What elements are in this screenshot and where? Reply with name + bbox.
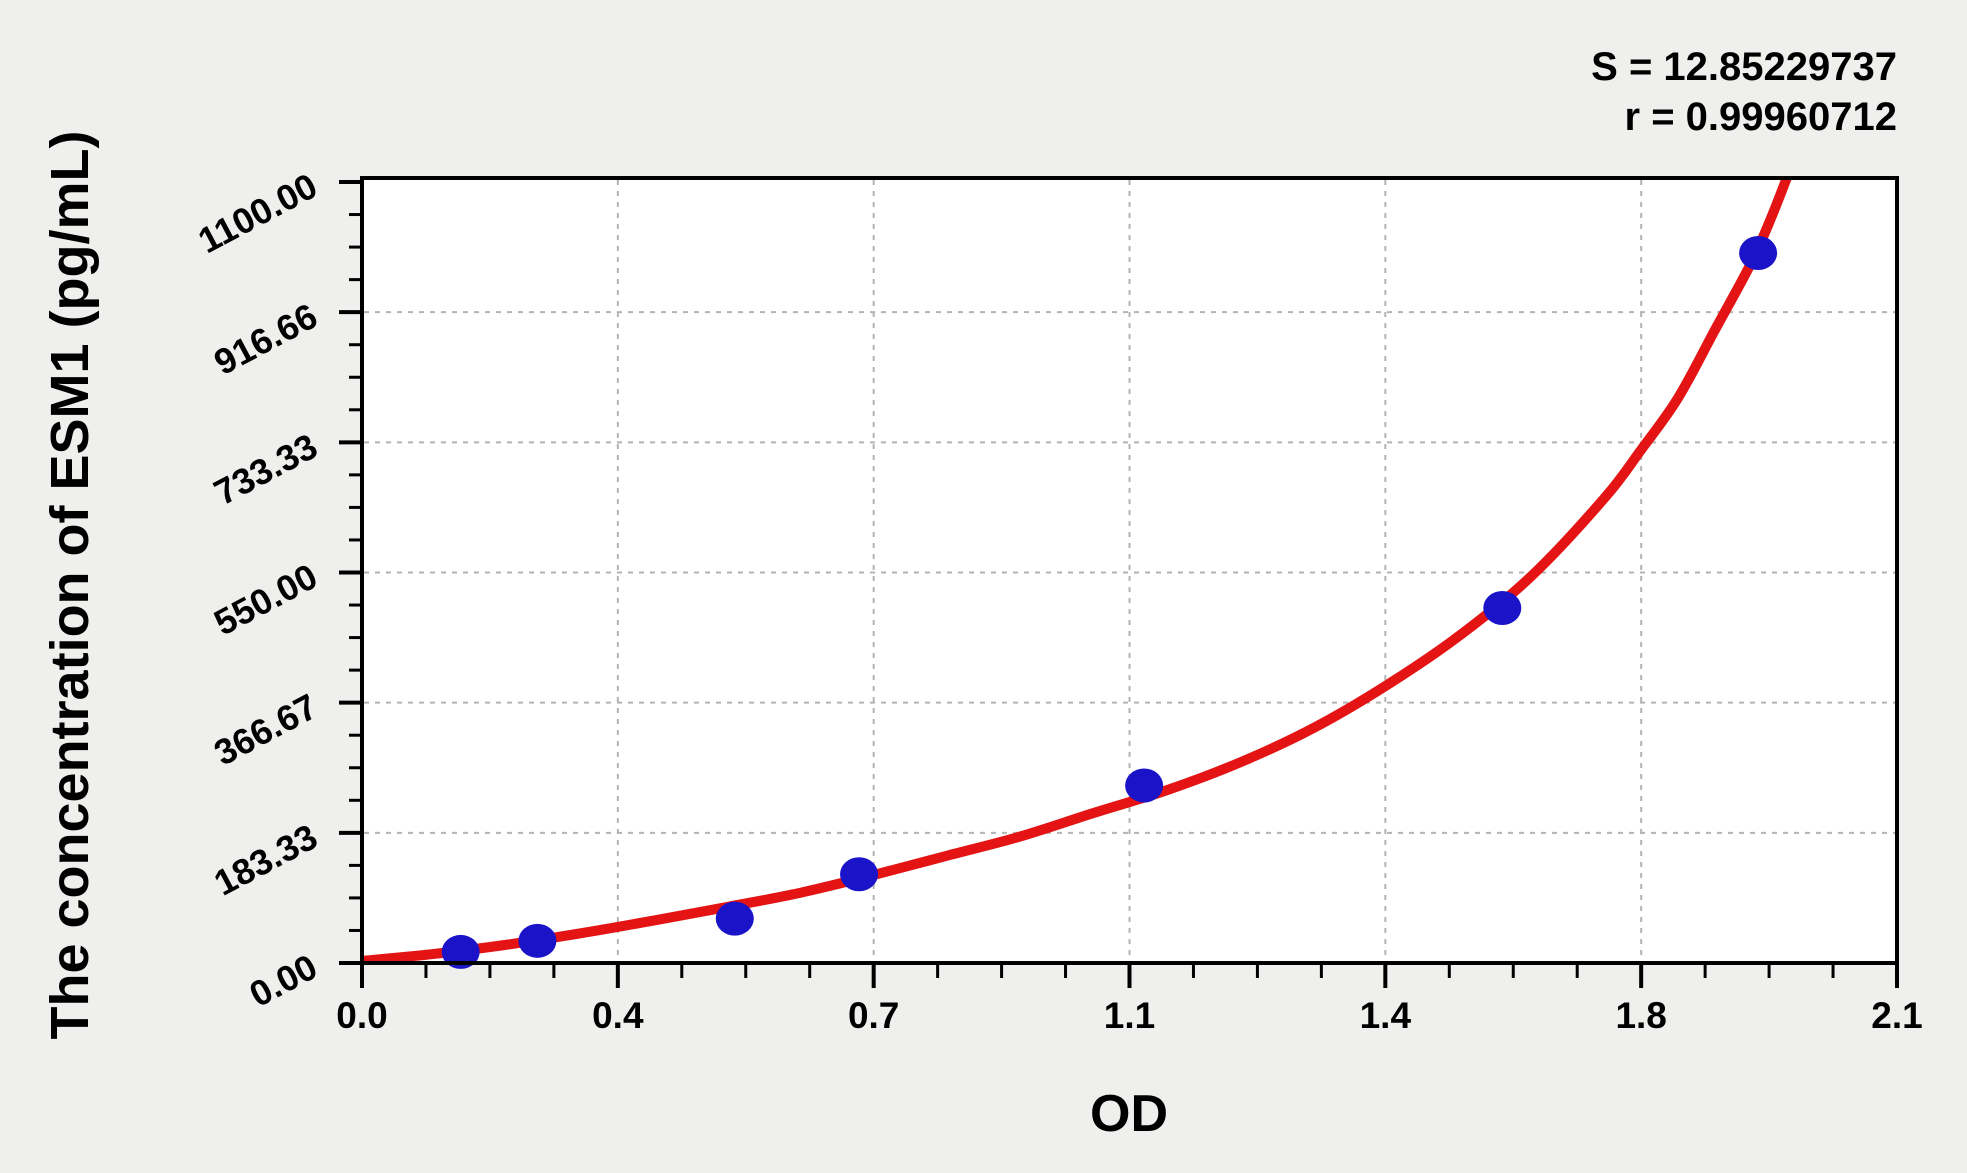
x-axis-title: OD bbox=[1090, 1085, 1168, 1143]
gridlines bbox=[364, 180, 1895, 961]
fit-curve bbox=[362, 178, 1793, 963]
axis-ticks bbox=[339, 180, 1899, 988]
x-tick-label: 0.4 bbox=[592, 995, 644, 1036]
plot-area bbox=[360, 176, 1899, 965]
data-point bbox=[518, 923, 557, 958]
x-tick-label: 0.7 bbox=[848, 995, 899, 1036]
data-point bbox=[1483, 591, 1522, 625]
y-tick-label: 550.00 bbox=[207, 555, 323, 643]
data-point bbox=[441, 934, 480, 969]
x-tick-label: 1.1 bbox=[1104, 995, 1155, 1036]
x-tick-label: 2.1 bbox=[1871, 995, 1922, 1036]
y-tick-label: 916.66 bbox=[207, 295, 323, 383]
annotation-s-value: S = 12.85229737 bbox=[1591, 45, 1897, 89]
y-tick-label: 366.67 bbox=[207, 686, 323, 774]
y-tick-label: 0.00 bbox=[243, 946, 324, 1015]
y-tick-label: 183.33 bbox=[207, 816, 323, 904]
x-axis-tick-labels: 0.0 0.4 0.7 1.1 1.4 1.8 2.1 bbox=[336, 995, 1922, 1036]
data-point bbox=[1125, 768, 1164, 803]
annotation-r-value: r = 0.99960712 bbox=[1625, 95, 1897, 139]
fit-curve-layer bbox=[362, 178, 1793, 963]
x-tick-label: 1.4 bbox=[1360, 995, 1412, 1036]
y-tick-label: 1100.00 bbox=[191, 165, 323, 261]
data-point bbox=[715, 901, 754, 936]
plot-frame bbox=[360, 176, 1899, 965]
x-tick-label: 1.8 bbox=[1615, 995, 1666, 1036]
x-tick-label: 0.0 bbox=[336, 995, 387, 1036]
y-axis-tick-labels: 0.00 183.33 366.67 550.00 733.33 916.66 1100.0… bbox=[191, 165, 323, 1015]
y-axis-title: The concentration of ESM1 (pg/mL) bbox=[40, 130, 100, 1039]
y-tick-label: 733.33 bbox=[207, 425, 323, 513]
data-point bbox=[840, 857, 879, 892]
data-points-layer bbox=[441, 236, 1778, 969]
data-point bbox=[1739, 236, 1778, 270]
